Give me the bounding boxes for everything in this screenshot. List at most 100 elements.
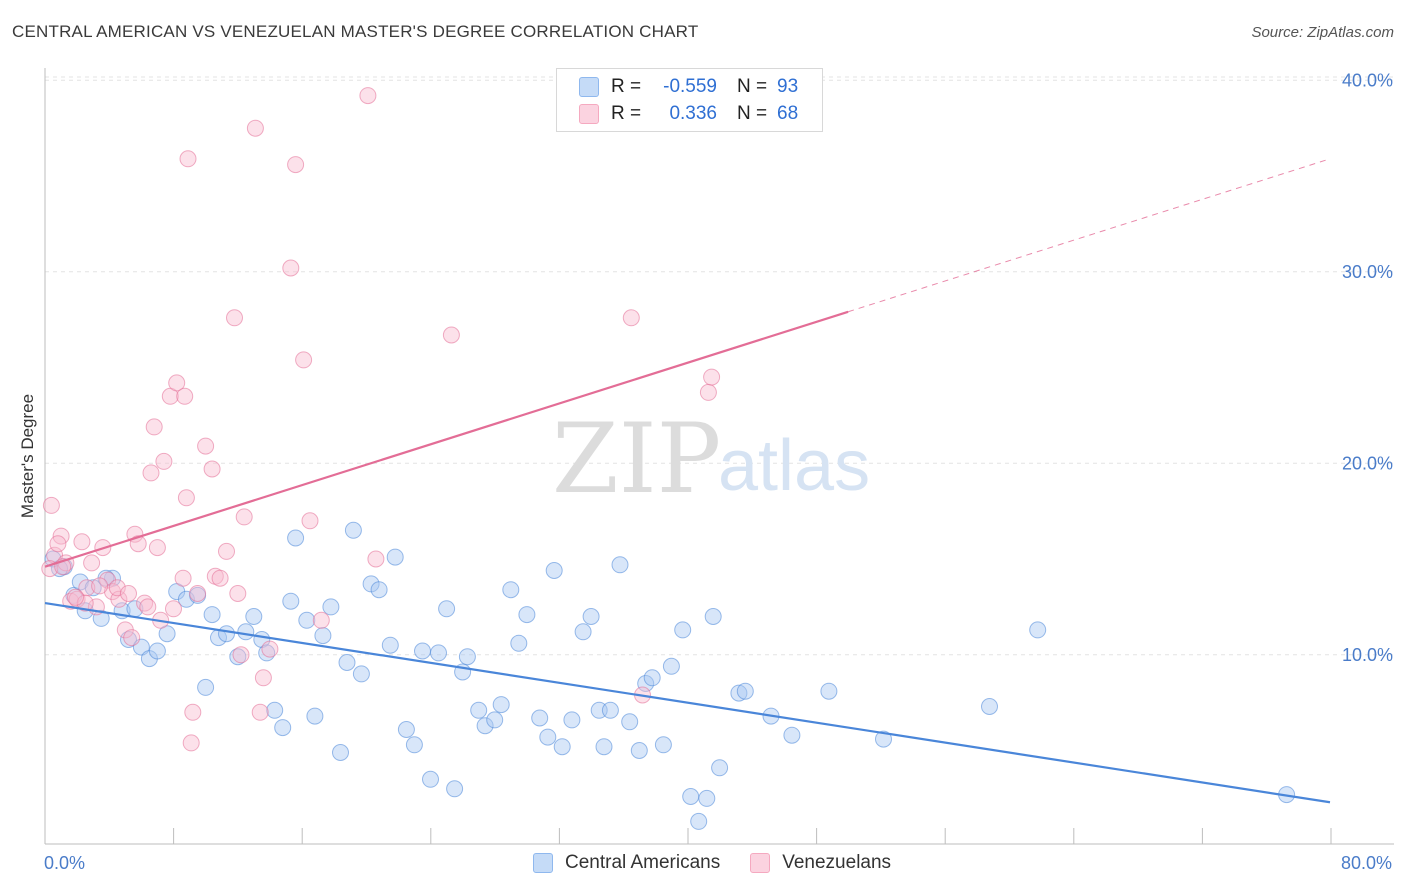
series-legend-central-americans[interactable]: Central Americans: [533, 852, 720, 874]
point-venezuelans: [182, 734, 200, 752]
x-tick-label-min: 0.0%: [44, 853, 85, 873]
point-venezuelans: [226, 309, 243, 327]
point-central-americans: [470, 701, 488, 719]
point-venezuelans: [174, 569, 192, 587]
axis-labels: 10.0% 20.0% 30.0% 40.0% 0.0% 80.0% Master's De…: [18, 70, 1393, 873]
point-central-americans: [502, 581, 520, 599]
point-venezuelans: [123, 629, 141, 647]
point-central-americans: [148, 642, 166, 660]
point-venezuelans: [67, 588, 84, 606]
point-central-americans: [287, 529, 305, 547]
y-axis-title: Master's Degree: [18, 394, 37, 518]
y-tick-label: 40.0%: [1342, 70, 1393, 90]
point-central-americans: [492, 696, 510, 714]
point-venezuelans: [142, 464, 160, 482]
point-central-americans: [381, 636, 399, 654]
point-venezuelans: [42, 496, 60, 514]
point-central-americans: [266, 701, 284, 719]
point-central-americans: [370, 581, 388, 599]
point-venezuelans: [229, 585, 247, 602]
point-venezuelans: [703, 368, 721, 386]
trend-lines: [44, 158, 1331, 804]
point-venezuelans: [287, 156, 305, 174]
point-venezuelans: [179, 150, 197, 168]
legend-row-venezuelans: R = 0.336 N = 68: [579, 102, 798, 126]
point-central-americans: [820, 682, 838, 700]
x-tick-label-max: 80.0%: [1341, 853, 1392, 873]
point-central-americans: [698, 789, 716, 807]
point-venezuelans: [78, 579, 96, 597]
point-central-americans: [630, 742, 648, 759]
point-venezuelans: [295, 351, 313, 369]
point-venezuelans: [176, 387, 194, 405]
series-legend-venezuelans[interactable]: Venezuelans: [750, 852, 891, 874]
point-central-americans: [314, 627, 332, 645]
legend-row-central-americans: R = -0.559 N = 93: [579, 75, 798, 99]
point-central-americans: [704, 608, 722, 625]
point-central-americans: [595, 738, 613, 756]
point-central-americans: [352, 665, 370, 683]
watermark: ZIP atlas: [552, 403, 870, 515]
point-venezuelans: [261, 640, 279, 658]
point-central-americans: [203, 606, 221, 624]
point-venezuelans: [126, 525, 144, 543]
series-label: Venezuelans: [782, 852, 892, 873]
point-central-americans: [458, 648, 476, 666]
point-central-americans: [476, 717, 494, 735]
point-central-americans: [120, 631, 137, 648]
point-central-americans: [711, 759, 729, 777]
legend-n-label: N =: [737, 76, 768, 97]
legend-r-value: 0.336: [669, 103, 717, 124]
axes: [44, 68, 1394, 845]
point-venezuelans: [165, 600, 182, 618]
watermark-atlas: atlas: [718, 426, 870, 506]
point-venezuelans: [211, 569, 229, 587]
point-venezuelans: [83, 554, 101, 572]
point-central-americans: [643, 669, 661, 687]
point-venezuelans: [251, 703, 269, 721]
point-central-americans: [545, 562, 563, 579]
point-venezuelans: [49, 535, 67, 553]
point-central-americans: [298, 611, 316, 629]
y-tick-label: 10.0%: [1342, 645, 1393, 665]
point-venezuelans: [699, 383, 717, 401]
point-venezuelans: [177, 489, 195, 507]
correlation-legend: R = -0.559 N = 93 R = 0.336 N = 68: [556, 68, 823, 132]
point-venezuelans: [73, 533, 91, 551]
point-central-americans: [338, 654, 356, 671]
point-central-americans: [322, 598, 340, 616]
point-central-americans: [510, 634, 528, 652]
point-venezuelans: [282, 259, 300, 277]
point-central-americans: [245, 608, 263, 625]
point-venezuelans: [622, 309, 640, 327]
point-central-americans: [662, 657, 680, 675]
point-venezuelans: [359, 87, 377, 105]
point-central-americans: [539, 728, 557, 746]
point-central-americans: [405, 736, 423, 754]
point-venezuelans: [91, 577, 109, 595]
legend-swatch-pink: [579, 104, 599, 124]
legend-n-value: 68: [777, 103, 799, 124]
point-central-americans: [414, 642, 431, 660]
point-central-americans: [386, 548, 404, 566]
point-central-americans: [682, 788, 700, 805]
point-central-americans: [582, 608, 600, 625]
point-central-americans: [531, 709, 549, 727]
point-central-americans: [344, 521, 362, 539]
point-central-americans: [430, 644, 447, 662]
chart-title: CENTRAL AMERICAN VS VENEZUELAN MASTER'S …: [12, 22, 699, 41]
point-venezuelans: [139, 598, 157, 616]
point-central-americans: [674, 621, 692, 639]
legend-n-label: N =: [737, 103, 768, 124]
point-central-americans: [553, 738, 571, 756]
point-central-americans: [422, 770, 439, 788]
trend-line-venezuelans: [44, 310, 849, 568]
series-swatch-pink: [750, 853, 771, 873]
point-venezuelans: [76, 594, 94, 612]
point-venezuelans: [108, 579, 126, 597]
point-central-americans: [621, 713, 639, 731]
point-central-americans: [486, 711, 504, 729]
point-central-americans: [690, 812, 708, 830]
point-venezuelans: [197, 437, 215, 455]
